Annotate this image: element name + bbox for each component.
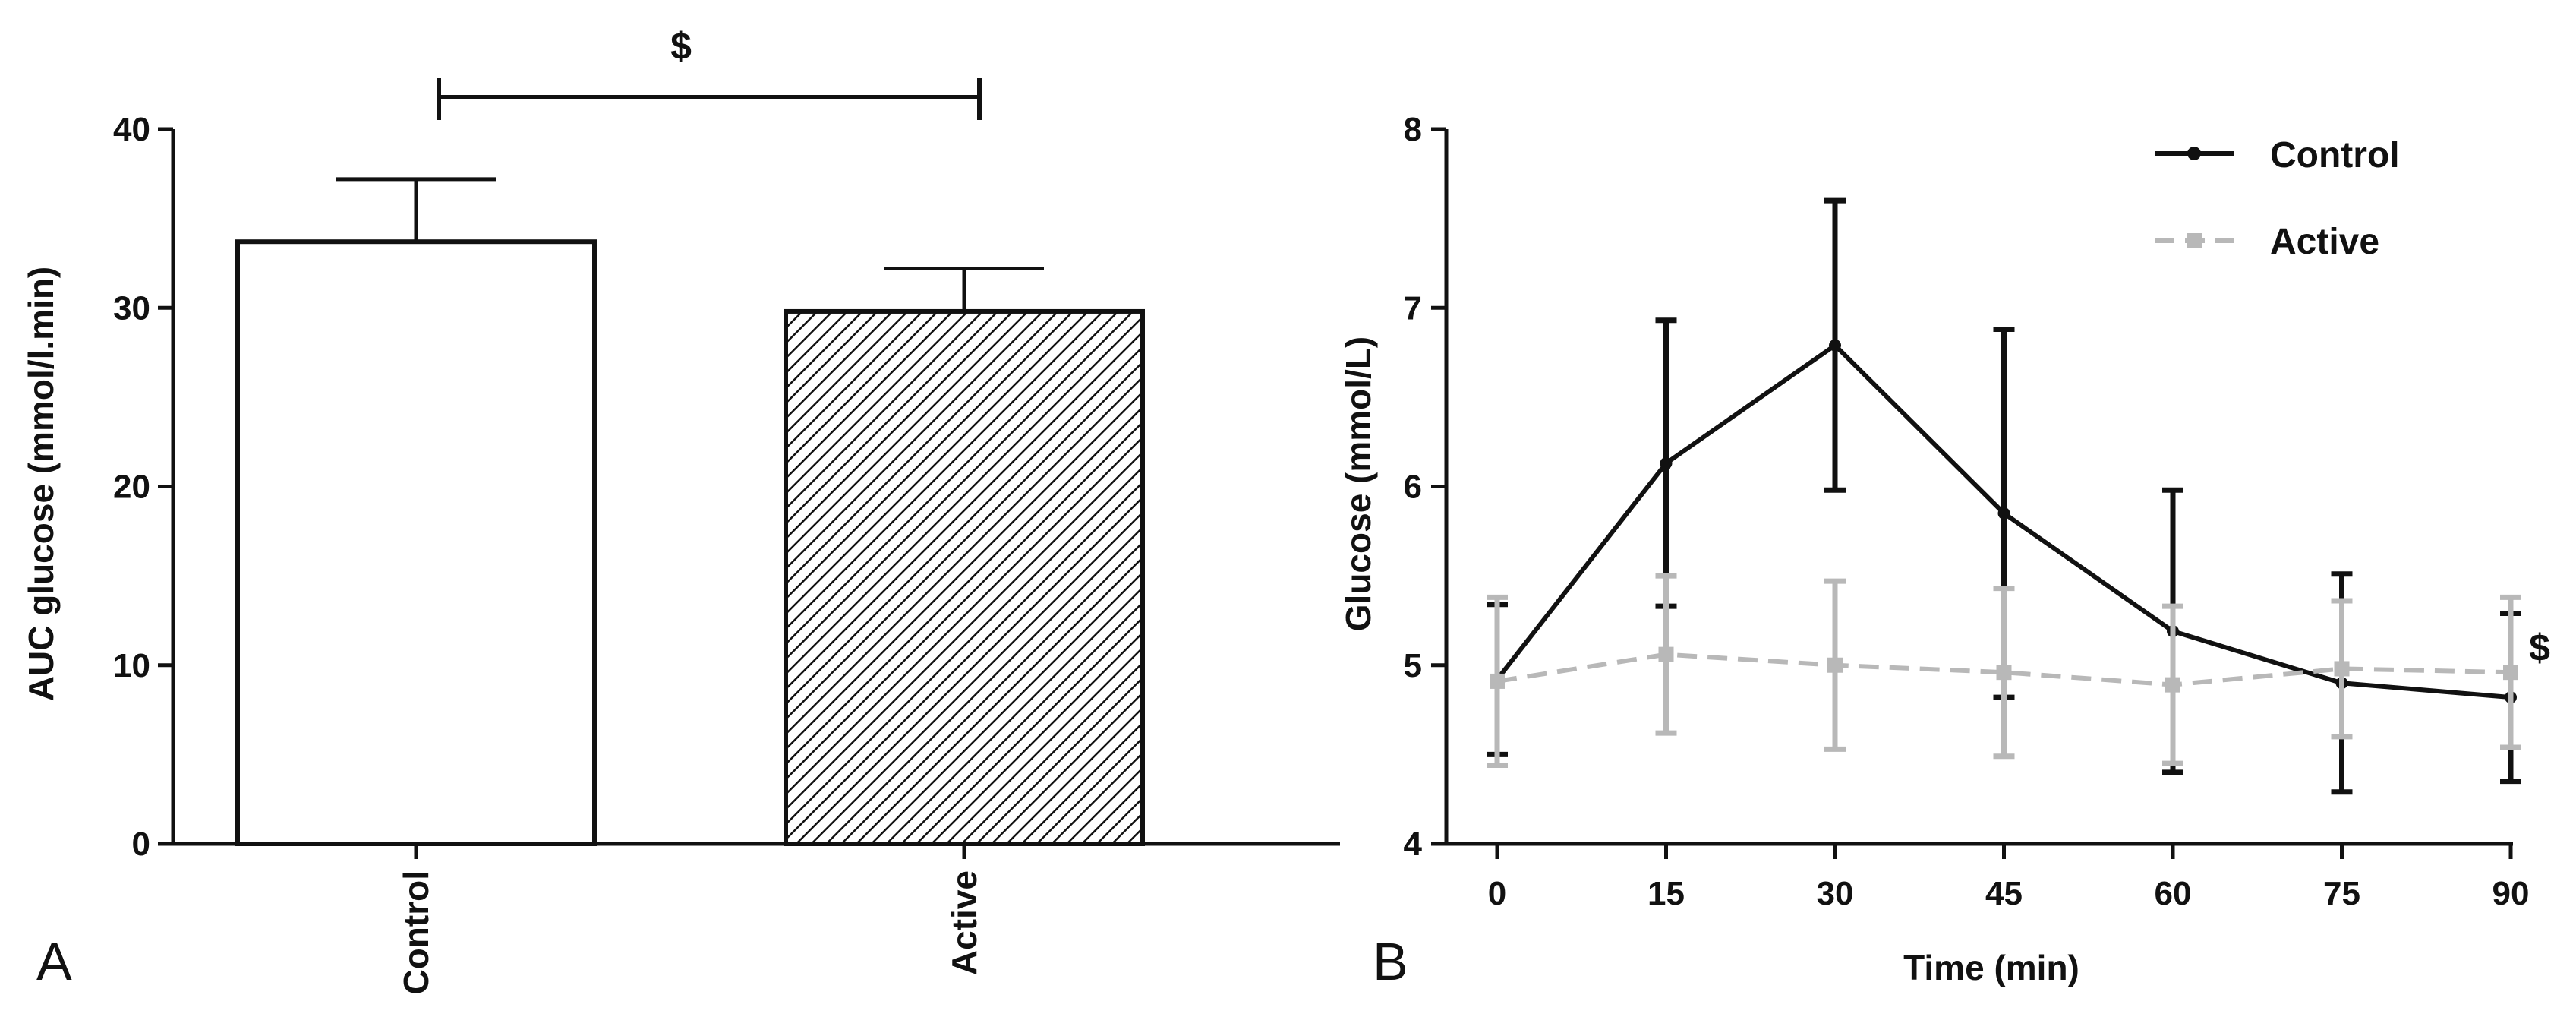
point-control — [1997, 507, 2010, 520]
point-control — [1829, 339, 1841, 352]
panel-b-x-tick-label: 90 — [2492, 875, 2530, 912]
panel-a-x-tick-label: Active — [944, 870, 984, 975]
panel-b-y-axis-label: Glucose (mmol/L) — [1338, 336, 1378, 631]
panel-a-y-tick-label: 40 — [113, 111, 150, 148]
panel-b-y-tick-label: 4 — [1404, 826, 1423, 863]
point-active — [1827, 657, 1843, 673]
panel-b-x-axis-label: Time (min) — [1903, 948, 2079, 987]
panel-a-y-tick-label: 10 — [113, 647, 150, 684]
panel-a-x-tick-label: Control — [396, 870, 436, 995]
series-active — [1487, 573, 2521, 768]
panel-b-x-tick-label: 30 — [1817, 875, 1854, 912]
legend-active-label: Active — [2270, 222, 2379, 262]
legend-control-label: Control — [2270, 135, 2400, 175]
panel-b-y-tick-label: 8 — [1404, 111, 1422, 148]
panel-b-series: $ — [1487, 197, 2550, 795]
point-active — [2334, 661, 2350, 677]
legend-control-marker — [2187, 147, 2201, 160]
significance-label-b: $ — [2529, 627, 2550, 669]
panel-b-x-tick-label: 60 — [2155, 875, 2192, 912]
panel-a-bar-chart: 0 10 20 30 40 Control Active $ AUC glucose (mm… — [21, 25, 1340, 995]
panel-a-y-tick-label: 30 — [113, 289, 150, 327]
point-active — [2503, 665, 2518, 681]
point-active — [1658, 646, 1674, 662]
legend-active-marker — [2187, 233, 2202, 248]
panel-b-y-tick-label: 6 — [1404, 469, 1422, 506]
panel-b-x-tick-label: 75 — [2323, 875, 2360, 912]
panel-a-bars: $ — [235, 25, 1145, 846]
panel-a-y-tick-label: 0 — [132, 826, 150, 863]
panel-a-label: A — [36, 932, 72, 991]
significance-label-a: $ — [670, 25, 692, 68]
panel-b-x-tick-label: 45 — [1985, 875, 2023, 912]
point-active — [1490, 673, 1505, 689]
panel-b-x-tick-label: 15 — [1647, 875, 1685, 912]
panel-a-y-axis-label: AUC glucose (mmol/l.min) — [21, 267, 61, 701]
panel-b-label: B — [1373, 932, 1408, 991]
panel-b-legend: Control Active — [2155, 135, 2400, 262]
bar-active — [784, 308, 1145, 846]
panel-b-y-tick-label: 5 — [1404, 647, 1422, 684]
panel-b-y-tick-label: 7 — [1404, 289, 1422, 327]
point-active — [2165, 677, 2180, 693]
panel-b-x-tick-label: 0 — [1488, 875, 1506, 912]
point-active — [1996, 665, 2012, 681]
panel-a-y-tick-label: 20 — [113, 469, 150, 506]
point-control — [1660, 456, 1673, 469]
bar-control — [235, 239, 597, 846]
